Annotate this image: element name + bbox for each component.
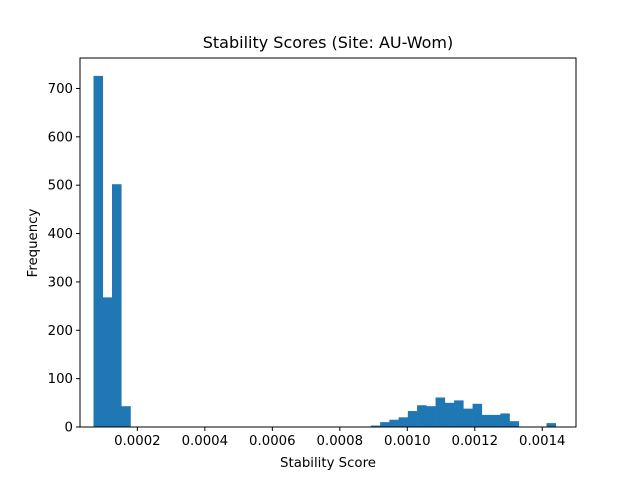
y-axis: 0 100 200 300 400 500 600 700 [48,82,80,436]
histogram-bar [399,417,409,427]
y-tick-label: 700 [48,82,73,97]
chart-title: Stability Scores (Site: AU-Wom) [203,33,454,52]
y-tick-label: 200 [48,324,73,339]
x-tick-label: 0.0002 [114,434,161,449]
y-axis-label: Frequency [26,209,41,278]
histogram-bar [500,413,510,427]
x-axis-label: Stability Score [280,456,376,471]
histogram-bar [473,404,483,427]
y-tick-label: 100 [48,372,73,387]
y-tick-label: 300 [48,275,73,290]
x-tick-label: 0.0004 [182,434,229,449]
x-tick-label: 0.0014 [519,434,566,449]
histogram-bar [389,420,399,427]
histogram-bar [417,405,427,427]
histogram-bar [547,423,557,427]
histogram-bar [463,409,473,427]
histogram-bar [408,411,418,427]
y-tick-label: 0 [65,421,73,436]
x-tick-label: 0.0010 [384,434,431,449]
histogram-bar [436,398,446,428]
x-axis: 0.0002 0.0004 0.0006 0.0008 0.0010 0.0012 0.00… [114,427,565,449]
histogram-bar [445,403,455,427]
x-tick-label: 0.0006 [249,434,296,449]
histogram-bar [112,184,122,427]
x-tick-label: 0.0008 [317,434,364,449]
histogram-bars [94,76,557,427]
y-tick-label: 500 [48,179,73,194]
histogram-bar [380,422,390,427]
histogram-bar [426,406,436,427]
y-tick-label: 400 [48,227,73,242]
histogram-bar [94,76,104,427]
plot-frame [80,58,576,427]
histogram-bar [454,400,464,427]
x-tick-label: 0.0012 [452,434,499,449]
y-tick-label: 600 [48,130,73,145]
histogram-bar [121,406,131,427]
histogram-bar [491,415,501,427]
histogram-bar [103,297,113,427]
histogram-bar [510,421,520,427]
histogram-bar [482,415,492,427]
